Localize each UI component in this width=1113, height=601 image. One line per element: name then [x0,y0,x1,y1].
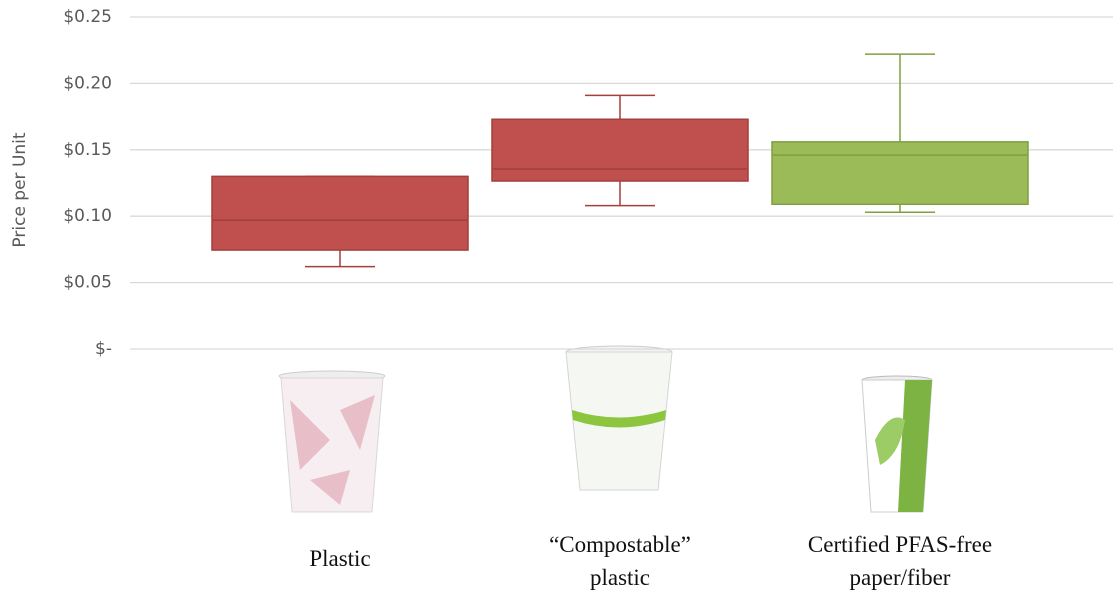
y-tick-label: $0.20 [63,73,112,93]
compostable-cup [565,345,673,491]
x-tick-label: Certified PFAS-free paper/fiber [807,532,993,590]
y-axis-label: Price per Unit [10,132,30,247]
paper-cup [861,375,933,513]
box [491,118,749,182]
box [211,175,469,251]
y-tick-label: $0.10 [63,206,112,226]
x-tick-label: Plastic [309,546,371,571]
x-tick-label: “Compostable” plastic [549,532,691,590]
y-tick-label: $0.15 [63,140,112,160]
plastic-cup [278,370,386,513]
y-tick-label: $0.05 [63,273,112,293]
y-tick-label: $- [95,339,112,359]
box [771,141,1029,205]
y-tick-label: $0.25 [63,7,112,27]
cup-images [278,345,933,513]
